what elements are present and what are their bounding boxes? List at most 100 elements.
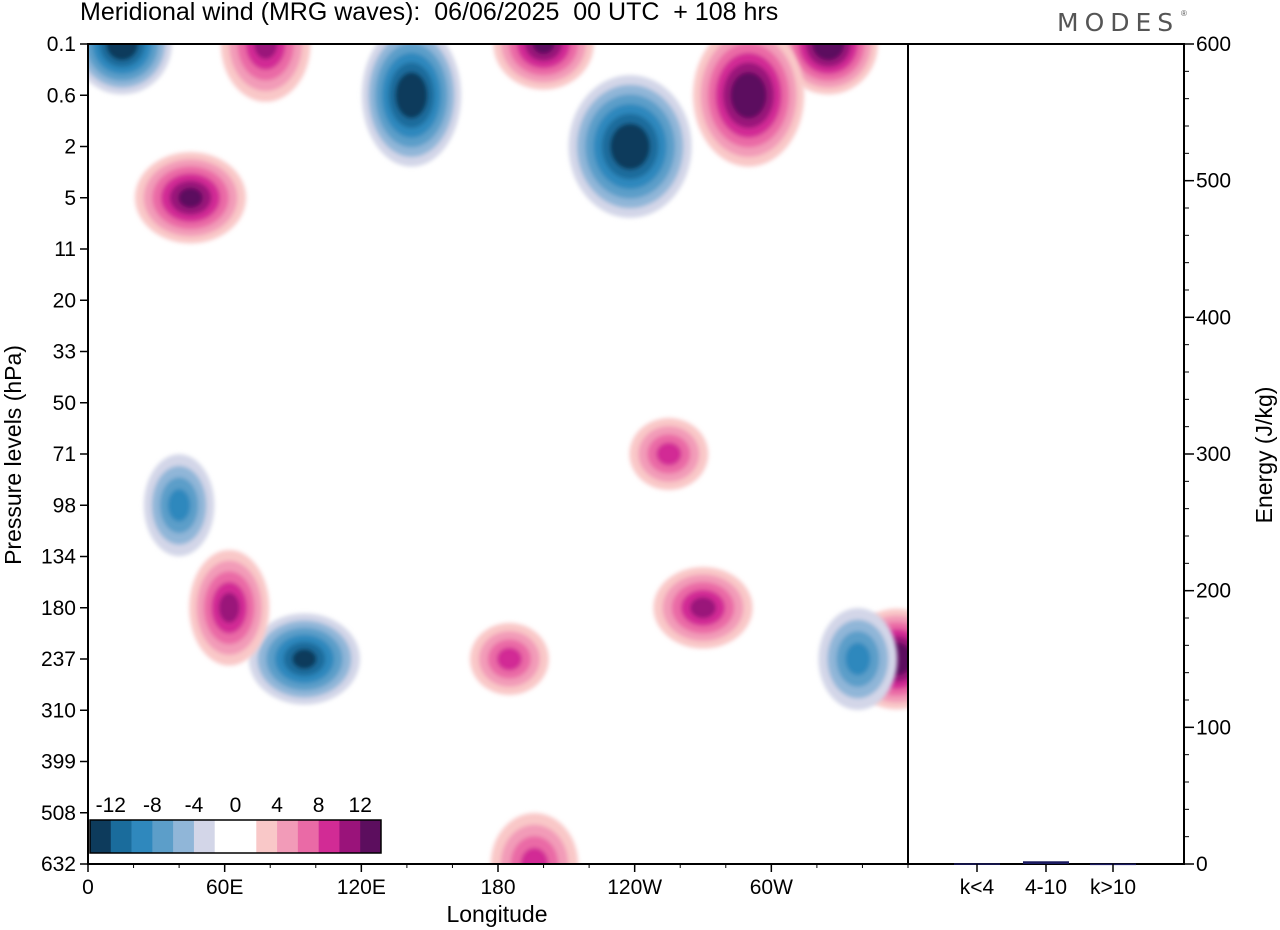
x-tick-label: 180 — [480, 876, 515, 899]
heatmap-feature — [493, 44, 594, 90]
colorbar-label: 8 — [313, 794, 325, 817]
heatmap-feature — [220, 44, 311, 102]
y-tick-label: 180 — [41, 597, 76, 620]
y-tick-label: 71 — [53, 443, 76, 466]
chart-title: Meridional wind (MRG waves): 06/06/2025 … — [80, 0, 779, 26]
energy-bar — [1023, 861, 1069, 864]
y-tick-label: 20 — [53, 289, 76, 312]
y-tick-label: 5 — [64, 187, 76, 210]
x-axis-title: Longitude — [446, 901, 547, 927]
colorbar-label: 12 — [349, 794, 372, 817]
heatmap-field — [88, 44, 908, 864]
colorbar-swatch — [277, 820, 299, 853]
heatmap-contour — [532, 44, 555, 54]
y-tick-label: 50 — [53, 392, 76, 415]
energy-tick-label: 600 — [1196, 33, 1231, 56]
heatmap-contour — [218, 592, 240, 623]
energy-tick-label: 300 — [1196, 443, 1231, 466]
heatmap-feature — [778, 44, 878, 95]
colorbar-swatch — [339, 820, 361, 853]
y-tick-label: 98 — [53, 494, 76, 517]
heatmap-feature — [134, 152, 247, 244]
energy-category-label: k>10 — [1090, 876, 1136, 899]
colorbar-swatch — [173, 820, 195, 853]
colorbar-label: -4 — [185, 794, 204, 817]
heatmap-feature — [629, 418, 709, 490]
y-tick-label: 11 — [54, 238, 76, 261]
y-tick-label: 508 — [41, 802, 76, 825]
heatmap-contour — [618, 132, 642, 161]
heatmap-feature — [818, 608, 898, 710]
colorbar-swatch — [297, 820, 319, 853]
heatmap-feature — [189, 549, 270, 666]
y-axis-title: Pressure levels (hPa) — [0, 345, 26, 565]
heatmap-feature — [693, 44, 805, 167]
registered-mark: ® — [1181, 9, 1187, 18]
colorbar-swatch — [131, 820, 153, 853]
colorbar-label: 0 — [230, 794, 242, 817]
heatmap-contour — [690, 597, 716, 619]
colorbar-frame — [89, 819, 382, 854]
heatmap-contour — [656, 442, 682, 466]
heatmap-feature — [469, 623, 549, 695]
colorbar-swatch — [318, 820, 340, 853]
colorbar-label: -8 — [143, 794, 162, 817]
heatmap-contour — [496, 647, 522, 671]
heatmap-contour — [402, 81, 421, 109]
heatmap-feature — [88, 44, 172, 95]
colorbar-swatch — [214, 820, 236, 853]
heatmap-contour — [112, 44, 132, 54]
energy-axis: 0 100 200 300 400 500 600 — [1184, 33, 1231, 876]
colorbar-swatch — [193, 820, 216, 853]
heatmap-contour — [167, 489, 191, 522]
heatmap-feature — [490, 813, 579, 864]
heatmap-contour — [292, 649, 317, 669]
colorbar-swatch — [256, 820, 278, 853]
heatmap-contour — [845, 642, 871, 676]
colorbar-swatch — [152, 820, 174, 853]
colorbar-swatch — [110, 820, 132, 853]
y-tick-label: 310 — [41, 699, 76, 722]
heatmap-contour — [818, 44, 838, 54]
colorbar-label: -12 — [96, 794, 126, 817]
y-tick-label: 2 — [64, 136, 76, 159]
y-tick-label: 237 — [41, 648, 76, 671]
heatmap-feature — [248, 613, 360, 705]
y-tick-label: 33 — [53, 341, 76, 364]
energy-tick-label: 400 — [1196, 306, 1231, 329]
heatmap-feature — [143, 454, 215, 557]
energy-tick-label: 100 — [1196, 716, 1231, 739]
y-tick-label: 632 — [41, 853, 76, 876]
y-tick-label: 399 — [41, 751, 76, 774]
x-tick-label: 120E — [337, 876, 386, 899]
energy-category-label: 4-10 — [1025, 876, 1067, 899]
y-tick-label: 134 — [41, 546, 76, 569]
heatmap-feature — [653, 566, 753, 649]
energy-bars: k<4 4-10 k>10 — [954, 861, 1136, 899]
heatmap-contour — [738, 81, 760, 109]
x-axis: 0 60E 120E 180 120W 60W — [82, 864, 909, 899]
heatmap-contour — [178, 187, 203, 208]
colorbar-swatch — [90, 820, 112, 853]
energy-tick-label: 200 — [1196, 580, 1231, 603]
heatmap-contour — [520, 847, 549, 864]
y-tick-label: 0.6 — [47, 84, 76, 107]
heatmap-contour — [254, 44, 278, 59]
energy-category-label: k<4 — [960, 876, 995, 899]
heatmap-feature — [361, 44, 462, 167]
x-tick-label: 60W — [750, 876, 793, 899]
colorbar: -12 -8 -4 0 4 8 12 — [89, 794, 382, 854]
x-tick-label: 120W — [607, 876, 662, 899]
y-tick-label: 0.1 — [47, 33, 76, 56]
colorbar-swatch — [360, 820, 382, 853]
x-tick-label: 0 — [82, 876, 94, 899]
energy-tick-label: 500 — [1196, 170, 1231, 193]
colorbar-label: 4 — [271, 794, 283, 817]
y-axis: 0.1 0.6 2 5 11 20 33 50 71 98 134 180 237 310 399 508 63… — [41, 33, 88, 876]
energy-panel-frame — [907, 43, 1185, 865]
x-tick-label: 60E — [206, 876, 243, 899]
energy-axis-title: Energy (J/kg) — [1251, 387, 1277, 524]
modes-logo: MODES — [1057, 8, 1180, 37]
colorbar-swatch — [235, 820, 257, 853]
